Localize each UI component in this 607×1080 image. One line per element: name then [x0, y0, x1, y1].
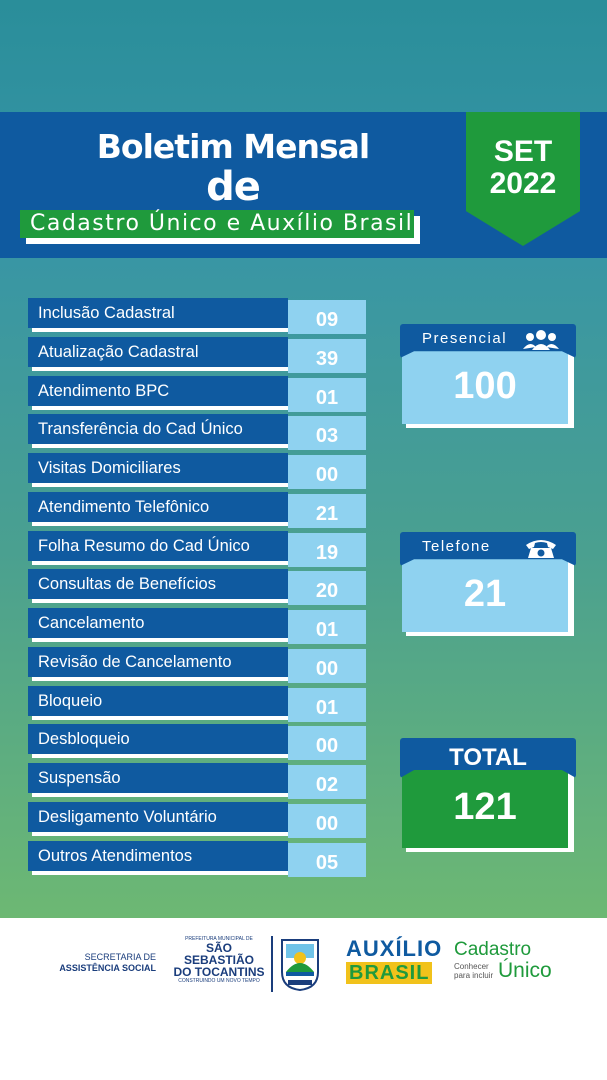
list-item: 00 Revisão de Cancelamento [28, 646, 368, 683]
list-item: 39 Atualização Cadastral [28, 336, 368, 373]
service-label: Outros Atendimentos [28, 840, 288, 871]
total-value: 121 [402, 764, 568, 848]
service-count: 02 [288, 765, 366, 799]
presencial-value: 100 [402, 344, 568, 424]
service-count: 00 [288, 648, 366, 683]
subtitle-banner: Cadastro Único e Auxílio Brasil [20, 210, 420, 244]
prefeitura-logo: PREFEITURA MUNICIPAL DE SÃO SEBASTIÃO DO… [170, 936, 268, 984]
service-count: 05 [288, 842, 366, 877]
bulletin-poster: Boletim Mensal de Atendimentos Cadastro … [0, 0, 607, 918]
service-count: 20 [288, 571, 366, 606]
service-label: Atendimento Telefônico [28, 491, 288, 522]
total-label: TOTAL [449, 744, 527, 771]
prefeitura-name-2: DO TOCANTINS [173, 965, 265, 979]
list-item: 01 Bloqueio [28, 685, 368, 722]
cadastro-slogan: Conhecer para incluir [454, 962, 494, 980]
service-label: Atualização Cadastral [28, 336, 288, 367]
list-item: 20 Consultas de Benefícios [28, 569, 368, 606]
year-label: 2022 [489, 167, 557, 200]
secretaria-logo: SECRETARIA DE ASSISTÊNCIA SOCIAL [52, 952, 156, 974]
service-count: 01 [288, 377, 366, 412]
service-label: Cancelamento [28, 608, 288, 638]
list-item: 09 Inclusão Cadastral [28, 298, 368, 334]
list-item: 00 Visitas Domiciliares [28, 453, 368, 489]
list-item: 00 Desbloqueio [28, 724, 368, 761]
prefeitura-top: PREFEITURA MUNICIPAL DE [185, 936, 253, 942]
telefone-label: Telefone [422, 538, 491, 555]
month-label: SET [493, 135, 553, 168]
title-line-1: Boletim Mensal [96, 127, 370, 166]
secretaria-line-1: SECRETARIA DE [84, 952, 156, 962]
service-label: Atendimento BPC [28, 375, 288, 406]
service-label: Revisão de Cancelamento [28, 646, 288, 677]
service-count: 09 [288, 300, 366, 334]
service-label: Desligamento Voluntário [28, 801, 288, 832]
service-count: 00 [288, 726, 366, 761]
service-count: 00 [288, 455, 366, 489]
auxilio-brasil-logo: AUXÍLIO BRASIL [346, 938, 446, 984]
presencial-label: Presencial [422, 330, 508, 347]
service-label: Bloqueio [28, 685, 288, 716]
service-label: Folha Resumo do Cad Único [28, 530, 288, 561]
service-label: Inclusão Cadastral [28, 298, 288, 328]
service-label: Consultas de Benefícios [28, 569, 288, 600]
service-label: Visitas Domiciliares [28, 453, 288, 483]
list-item: 00 Desligamento Voluntário [28, 801, 368, 838]
people-icon [523, 330, 559, 350]
list-item: 03 Transferência do Cad Único [28, 414, 368, 451]
list-item: 05 Outros Atendimentos [28, 840, 368, 877]
service-count: 01 [288, 610, 366, 644]
subtitle-text: Cadastro Único e Auxílio Brasil [20, 210, 414, 238]
service-label: Desbloqueio [28, 724, 288, 755]
list-item: 01 Cancelamento [28, 608, 368, 644]
cadastro-text: Cadastro [454, 939, 532, 960]
telefone-value: 21 [402, 552, 568, 632]
service-count: 01 [288, 687, 366, 722]
prefeitura-slogan: CONSTRUINDO UM NOVO TEMPO [178, 978, 260, 984]
list-item: 21 Atendimento Telefônico [28, 491, 368, 528]
auxilio-text: AUXÍLIO [346, 936, 443, 961]
unico-text: Único [498, 959, 552, 982]
secretaria-line-2: ASSISTÊNCIA SOCIAL [59, 963, 156, 973]
municipal-seal-icon [281, 939, 319, 992]
brasil-text: BRASIL [346, 962, 433, 984]
service-label: Transferência do Cad Único [28, 414, 288, 445]
list-item: 02 Suspensão [28, 763, 368, 799]
footer-logos: SECRETARIA DE ASSISTÊNCIA SOCIAL PREFEIT… [0, 918, 607, 1080]
service-list: 09 Inclusão Cadastral 39 Atualização Cadast… [28, 298, 368, 879]
list-item: 01 Atendimento BPC [28, 375, 368, 412]
cadastro-unico-logo: Cadastro Conhecer para incluir Único [454, 939, 564, 982]
telephone-icon [526, 540, 556, 558]
service-count: 00 [288, 803, 366, 838]
service-count: 03 [288, 416, 366, 451]
service-count: 21 [288, 493, 366, 528]
prefeitura-name-1: SÃO SEBASTIÃO [183, 941, 254, 967]
list-item: 19 Folha Resumo do Cad Único [28, 530, 368, 567]
logo-divider [271, 936, 273, 992]
service-count: 39 [288, 338, 366, 373]
service-label: Suspensão [28, 763, 288, 793]
service-count: 19 [288, 532, 366, 567]
